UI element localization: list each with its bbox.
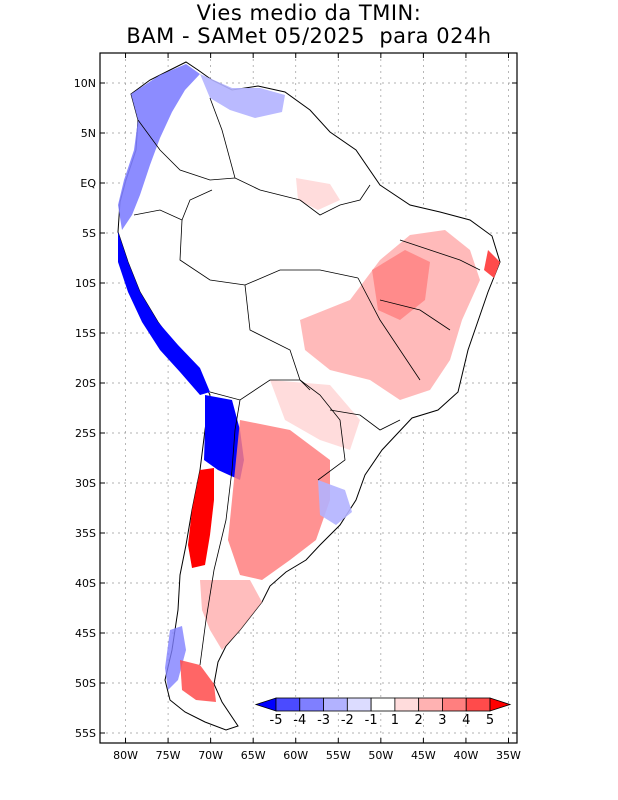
- lat-label: 10N: [74, 77, 96, 90]
- bias-blue-chile-north: [204, 395, 244, 480]
- bias-red-pampa: [270, 380, 360, 450]
- lon-label: 65W: [241, 749, 266, 762]
- colorbar: -5 -4 -3 -2 -1 1 2 3 4 5: [254, 697, 512, 728]
- lon-label: 35W: [496, 749, 521, 762]
- lon-label: 40W: [454, 749, 479, 762]
- axis-ticks: [100, 53, 517, 743]
- lat-label: 40S: [75, 577, 96, 590]
- colorbar-segment: [442, 697, 467, 712]
- lon-label: 55W: [326, 749, 351, 762]
- colorbar-arrow-left: [254, 697, 277, 712]
- lat-label: 55S: [75, 727, 96, 740]
- colorbar-segment: [275, 697, 301, 712]
- colorbar-label: -5: [270, 713, 283, 728]
- colorbar-label: 5: [486, 713, 494, 728]
- colorbar-segment: [346, 697, 372, 712]
- bias-blue-caribbean: [200, 74, 285, 118]
- bias-red-argentina: [228, 420, 330, 580]
- colorbar-label: -4: [293, 713, 306, 728]
- lat-label: 30S: [75, 477, 96, 490]
- lat-label: 20S: [75, 377, 96, 390]
- map-title: Vies medio da TMIN: BAM - SAMet 05/2025 …: [0, 2, 618, 48]
- lat-label: 25S: [75, 427, 96, 440]
- lat-label: 15S: [75, 327, 96, 340]
- bias-red-central-chile: [188, 468, 214, 568]
- longitude-labels: 80W 75W 70W 65W 60W 55W 50W 45W 40W 35W: [113, 749, 521, 762]
- colorbar-segment: [299, 697, 324, 712]
- colorbar-label: 2: [415, 713, 423, 728]
- colorbar-segment: [418, 697, 443, 712]
- lat-label: 45S: [75, 627, 96, 640]
- map-frame: [99, 52, 518, 744]
- title-line-1: Vies medio da TMIN:: [196, 1, 422, 25]
- bias-blue-peru-coast: [118, 232, 210, 395]
- bias-red-northeast-tip: [484, 250, 500, 278]
- continent: [117, 61, 501, 731]
- colorbar-label: -2: [341, 713, 354, 728]
- lon-label: 60W: [283, 749, 308, 762]
- lon-label: 75W: [156, 749, 181, 762]
- lon-label: 80W: [113, 749, 138, 762]
- lat-label: EQ: [80, 177, 96, 190]
- bias-red-patagonia: [200, 580, 262, 650]
- lon-label: 50W: [368, 749, 393, 762]
- lat-label: 5N: [81, 127, 96, 140]
- country-borders: [133, 97, 481, 666]
- bias-blue-uruguay: [318, 480, 352, 525]
- lat-label: 5S: [82, 227, 96, 240]
- bias-red-tierra: [180, 660, 216, 702]
- lat-label: 10S: [75, 277, 96, 290]
- latitude-labels: 10N 5N EQ 5S 10S 15S 20S 25S 30S 35S 40S 45S 50S 55S: [74, 77, 97, 740]
- colorbar-label: 4: [462, 713, 470, 728]
- colorbar-label: 3: [438, 713, 446, 728]
- colorbar-label: -1: [365, 713, 378, 728]
- bias-blue-andes-north: [118, 64, 200, 230]
- colorbar-segment: [370, 697, 396, 712]
- colorbar-label: 1: [391, 713, 399, 728]
- colorbar-arrow-right: [489, 697, 512, 712]
- lon-label: 45W: [411, 749, 436, 762]
- colorbar-label: -3: [317, 713, 330, 728]
- colorbar-segment: [323, 697, 348, 712]
- bias-red-brazil-strong: [372, 250, 430, 320]
- lon-label: 70W: [198, 749, 223, 762]
- lat-label: 50S: [75, 677, 96, 690]
- title-line-2: BAM - SAMet 05/2025 para 024h: [126, 24, 492, 48]
- colorbar-segment: [465, 697, 491, 712]
- colorbar-segment: [394, 697, 420, 712]
- lat-label: 35S: [75, 527, 96, 540]
- bias-red-amazon-patch: [296, 178, 340, 210]
- bias-blue-south-chile: [165, 626, 186, 690]
